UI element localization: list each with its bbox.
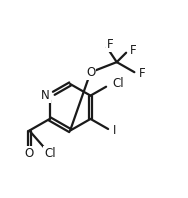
Text: O: O <box>86 66 95 79</box>
Text: F: F <box>130 44 136 57</box>
Text: N: N <box>41 89 50 102</box>
Text: Cl: Cl <box>44 147 55 160</box>
Text: F: F <box>139 67 145 80</box>
Text: O: O <box>25 147 34 160</box>
Text: I: I <box>112 124 116 137</box>
Text: F: F <box>107 38 113 51</box>
Text: Cl: Cl <box>112 77 124 90</box>
